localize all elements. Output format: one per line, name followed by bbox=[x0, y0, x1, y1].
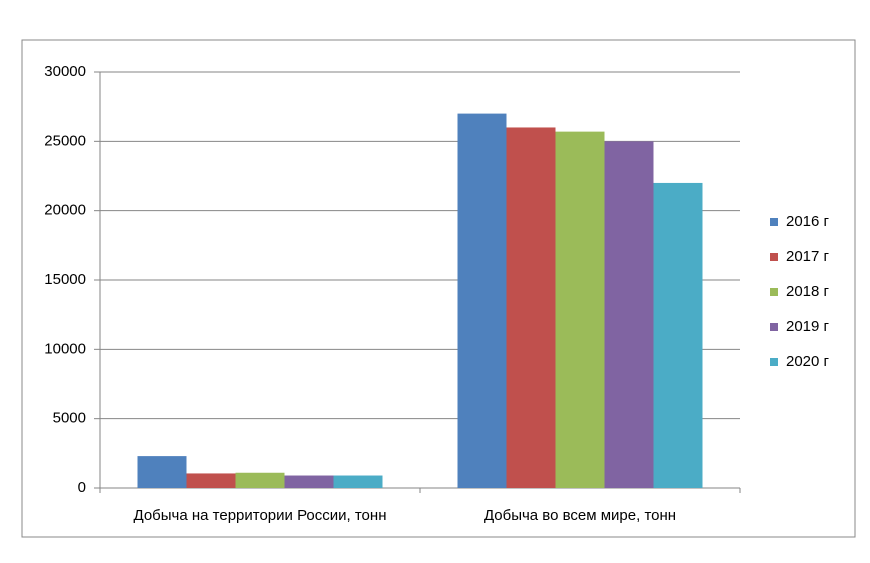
legend-label: 2016 г bbox=[786, 213, 830, 230]
bar bbox=[506, 127, 556, 488]
legend-label: 2020 г bbox=[786, 353, 830, 370]
y-tick-label: 5000 bbox=[53, 410, 86, 427]
bar bbox=[137, 456, 187, 488]
y-tick-label: 20000 bbox=[44, 202, 86, 219]
legend-label: 2017 г bbox=[786, 248, 830, 265]
bar bbox=[604, 141, 654, 489]
x-tick-label: Добыча на территории России, тонн bbox=[134, 507, 387, 524]
bar bbox=[333, 475, 383, 488]
legend-swatch bbox=[770, 288, 778, 296]
legend-label: 2019 г bbox=[786, 318, 830, 335]
legend-label: 2018 г bbox=[786, 283, 830, 300]
bar bbox=[555, 131, 605, 489]
bar bbox=[284, 475, 334, 488]
y-tick-label: 0 bbox=[78, 479, 86, 496]
legend-swatch bbox=[770, 218, 778, 226]
x-tick-label: Добыча во всем мире, тонн bbox=[484, 507, 676, 524]
bar bbox=[653, 182, 703, 488]
bar bbox=[235, 472, 285, 488]
legend-swatch bbox=[770, 323, 778, 331]
y-tick-label: 25000 bbox=[44, 132, 86, 149]
y-tick-label: 15000 bbox=[44, 271, 86, 288]
y-tick-label: 30000 bbox=[44, 63, 86, 80]
y-tick-label: 10000 bbox=[44, 340, 86, 357]
bar bbox=[186, 473, 236, 488]
legend-swatch bbox=[770, 253, 778, 261]
legend-swatch bbox=[770, 358, 778, 366]
chart-border bbox=[21, 39, 856, 538]
bar bbox=[457, 113, 507, 488]
